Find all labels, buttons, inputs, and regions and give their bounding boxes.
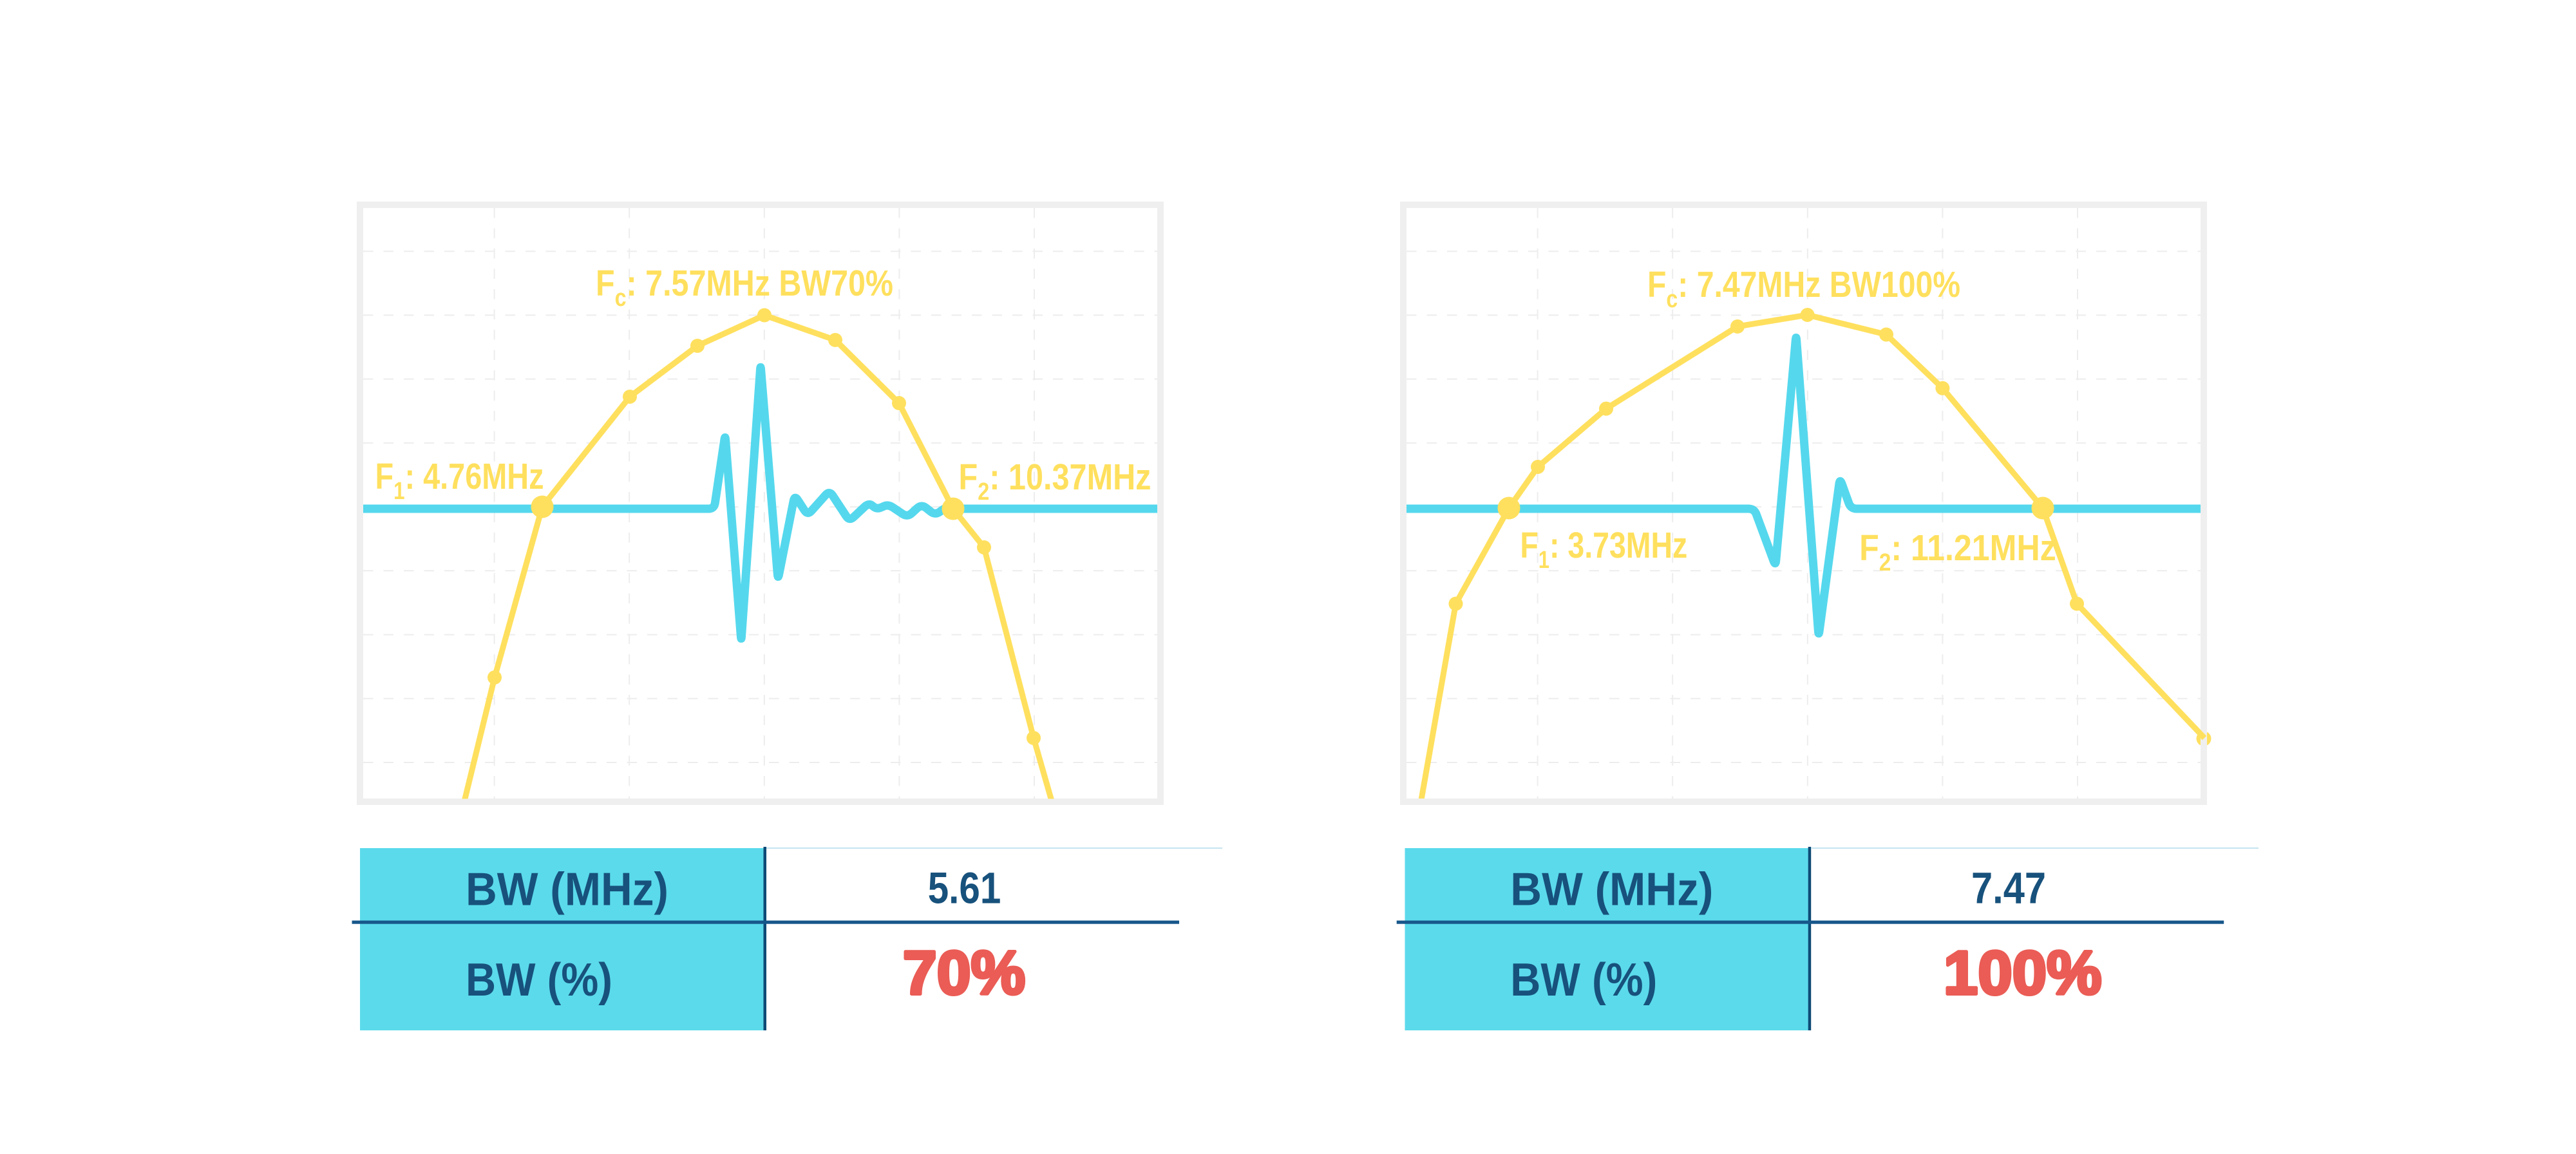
svg-text:BW (%): BW (%) [1510, 954, 1657, 1006]
svg-text:5.61: 5.61 [928, 863, 1001, 913]
svg-text:7.47: 7.47 [1971, 863, 2046, 913]
svg-text:BW (%): BW (%) [466, 954, 612, 1006]
svg-text:70%: 70% [903, 939, 1025, 1008]
svg-text:BW (MHz): BW (MHz) [466, 863, 668, 914]
svg-text:F2: 11.21MHz: F2: 11.21MHz [1859, 527, 2056, 576]
svg-text:Fc: 7.57MHz BW70%: Fc: 7.57MHz BW70% [596, 263, 893, 311]
svg-text:BW (MHz): BW (MHz) [1510, 863, 1713, 914]
svg-text:Fc: 7.47MHz BW100%: Fc: 7.47MHz BW100% [1647, 264, 1960, 312]
svg-text:F1: 4.76MHz: F1: 4.76MHz [375, 457, 544, 505]
svg-text:F2: 10.37MHz: F2: 10.37MHz [959, 457, 1151, 505]
svg-text:100%: 100% [1944, 939, 2102, 1008]
